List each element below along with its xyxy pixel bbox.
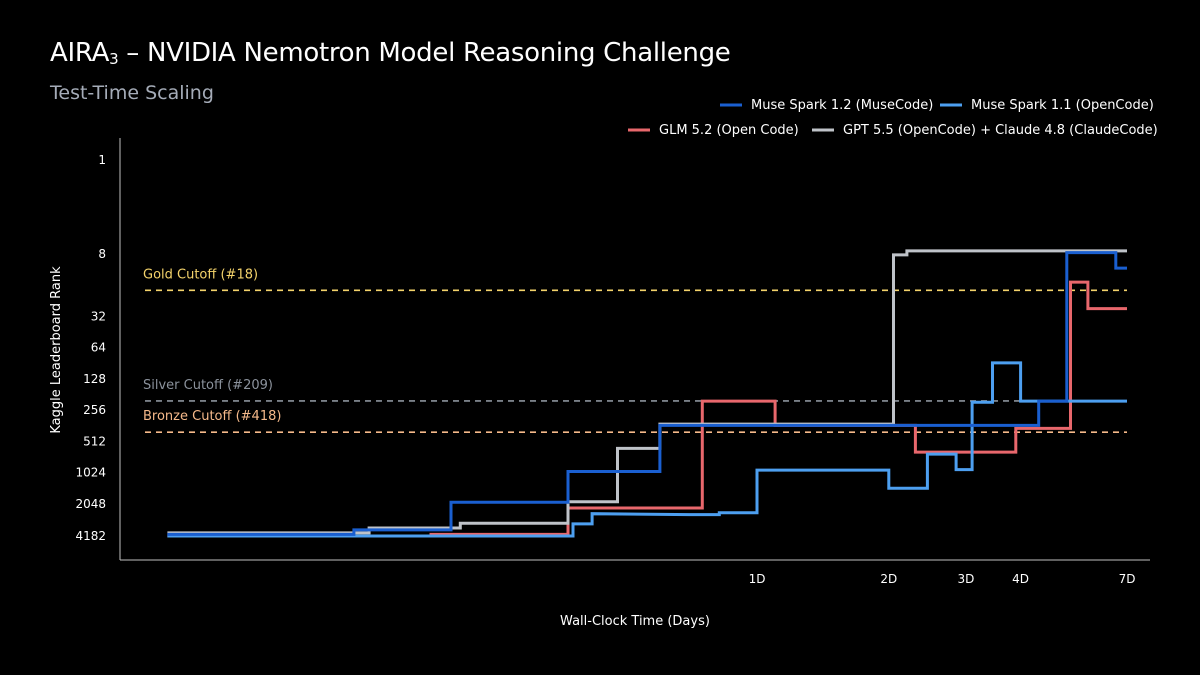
chart-title: AIRA3 – NVIDIA Nemotron Model Reasoning … bbox=[50, 38, 731, 68]
x-tick-label: 2D bbox=[880, 572, 897, 586]
legend-label: GLM 5.2 (Open Code) bbox=[659, 123, 799, 138]
chart-legend: Muse Spark 1.2 (MuseCode) Muse Spark 1.1 … bbox=[628, 98, 1158, 138]
x-tick-label: 4D bbox=[1012, 572, 1029, 586]
y-tick-label: 512 bbox=[83, 434, 106, 448]
ref-label-bronze: Bronze Cutoff (#418) bbox=[143, 409, 281, 424]
y-tick-label: 2048 bbox=[75, 497, 106, 511]
legend-label: GPT 5.5 (OpenCode) + Claude 4.8 (ClaudeC… bbox=[843, 123, 1158, 138]
ref-label-gold: Gold Cutoff (#18) bbox=[143, 267, 258, 282]
y-tick-label: 4182 bbox=[75, 529, 106, 543]
reference-lines: Gold Cutoff (#18) Silver Cutoff (#209) Bro… bbox=[143, 267, 1127, 433]
x-tick-label: 7D bbox=[1119, 572, 1136, 586]
x-tick-label: 3D bbox=[957, 572, 974, 586]
y-tick-label: 8 bbox=[98, 247, 106, 261]
legend-label: Muse Spark 1.1 (OpenCode) bbox=[971, 98, 1154, 113]
y-tick-label: 32 bbox=[91, 309, 106, 323]
legend-label: Muse Spark 1.2 (MuseCode) bbox=[751, 98, 933, 113]
y-tick-label: 64 bbox=[91, 341, 106, 355]
y-tick-label: 1024 bbox=[75, 466, 106, 480]
y-tick-labels: 1 8 32 64 128 256 512 1024 2048 4182 bbox=[75, 153, 106, 543]
y-tick-label: 128 bbox=[83, 372, 106, 386]
chart-axes bbox=[119, 138, 1150, 561]
series-line-gpt-5-5-opencode-claude-4-8-claudecode bbox=[167, 249, 1127, 535]
series-line-glm-5-2-open-code bbox=[167, 280, 1127, 538]
series-lines bbox=[167, 249, 1127, 538]
ref-label-silver: Silver Cutoff (#209) bbox=[143, 378, 273, 393]
y-axis-title: Kaggle Leaderboard Rank bbox=[49, 266, 64, 434]
series-line-muse-spark-1-1-opencode bbox=[167, 361, 1127, 538]
chart-subtitle: Test-Time Scaling bbox=[50, 82, 214, 104]
y-tick-label: 1 bbox=[98, 153, 106, 167]
x-tick-label: 1D bbox=[749, 572, 766, 586]
x-axis-title: Wall-Clock Time (Days) bbox=[560, 614, 710, 629]
series-line-muse-spark-1-2-musecode bbox=[167, 251, 1127, 536]
x-tick-labels: 1D 2D 3D 4D 7D bbox=[749, 572, 1136, 586]
y-tick-label: 256 bbox=[83, 403, 106, 417]
